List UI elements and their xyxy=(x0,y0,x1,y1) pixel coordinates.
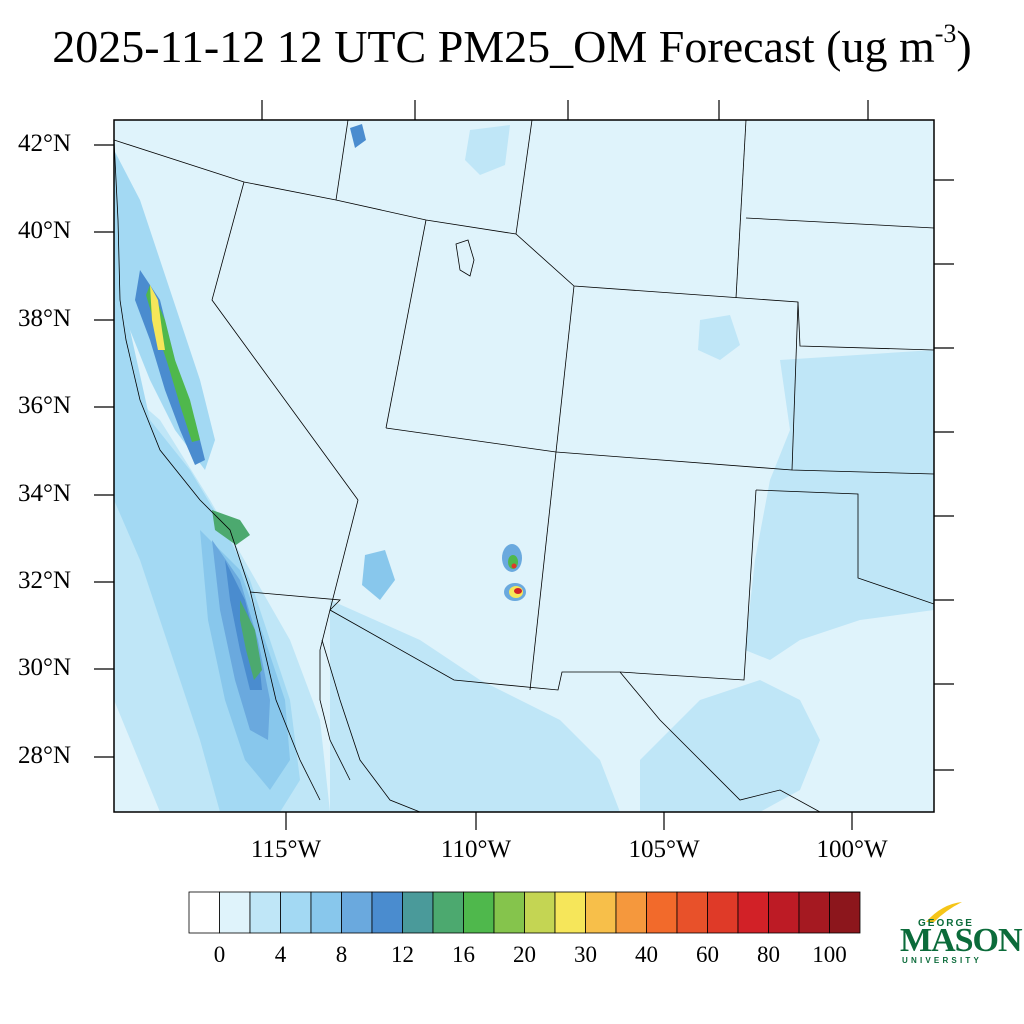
colorbar-swatch xyxy=(432,891,464,934)
lat-label-28: 28°N xyxy=(18,742,72,769)
lon-label-110: 110°W xyxy=(440,836,512,863)
lat-label-40: 40°N xyxy=(18,217,72,244)
colorbar-swatch xyxy=(219,891,251,934)
baja-green-plume xyxy=(240,600,262,680)
lat-label-30: 30°N xyxy=(18,654,72,681)
hotspot-north-core xyxy=(511,563,517,569)
colorbar-tick-label: 30 xyxy=(574,942,597,967)
great-salt-lake xyxy=(455,239,475,277)
colorbar-tick-label: 40 xyxy=(635,942,658,967)
coast-gulf xyxy=(321,639,421,812)
lon-label-100: 100°W xyxy=(816,836,888,863)
lat-label-36: 36°N xyxy=(18,392,72,419)
state-boundaries xyxy=(114,120,934,812)
concentration-field xyxy=(114,120,934,812)
idaho-light-patch xyxy=(465,125,510,175)
map-frame xyxy=(113,119,935,813)
map-title: 2025-11-12 12 UTC PM25_OM Forecast (ug m… xyxy=(0,18,1024,73)
colorbar-tick-label: 8 xyxy=(335,942,348,967)
boundary-nm-tx xyxy=(529,451,557,691)
colorbar-swatch xyxy=(341,891,373,934)
colorbar-swatch xyxy=(463,891,495,934)
boundary-ca-nv xyxy=(211,181,359,501)
boundary-ca-az xyxy=(329,499,620,691)
lat-label-32: 32°N xyxy=(18,567,72,594)
george-mason-logo: GEORGE MASON UNIVERSITY xyxy=(898,900,1023,970)
boundary-us-mexico xyxy=(249,591,341,611)
colorbar-tick-label: 4 xyxy=(274,942,287,967)
arizona-blue-patch xyxy=(362,550,395,600)
colorbar-swatch xyxy=(188,891,220,934)
colorbar-swatch xyxy=(676,891,708,934)
boundary-id-wy xyxy=(335,120,349,201)
boundary-az-nm xyxy=(385,427,934,475)
logo-swoosh-icon xyxy=(926,902,962,922)
title-superscript: -3 xyxy=(934,18,957,48)
socal-green-plume xyxy=(212,510,250,545)
colorbar-swatch xyxy=(280,891,312,934)
colorbar xyxy=(188,891,861,934)
title-close: ) xyxy=(956,21,972,72)
colorbar-tick-label: 12 xyxy=(391,942,414,967)
lat-label-34: 34°N xyxy=(18,480,72,507)
map-ticks xyxy=(94,100,954,830)
coast-gulf-west xyxy=(319,609,351,781)
texas-light-region xyxy=(640,680,820,812)
boundary-wy-ne xyxy=(735,120,747,299)
boundary-nd-sd xyxy=(745,217,934,229)
colorbar-swatch xyxy=(829,891,861,934)
colorbar-swatch xyxy=(646,891,678,934)
northwest-blue-patch xyxy=(350,124,366,148)
lon-label-115: 115°W xyxy=(250,836,322,863)
boundary-ok-panhandle xyxy=(755,489,934,605)
lat-label-42: 42°N xyxy=(18,130,72,157)
colorbar-swatch xyxy=(707,891,739,934)
colorbar-swatch xyxy=(524,891,556,934)
central-valley-yellow xyxy=(150,285,165,350)
boundary-ut-co xyxy=(555,285,575,453)
colorbar-swatch xyxy=(737,891,769,934)
logo-line-university: UNIVERSITY xyxy=(902,956,983,965)
colorbar-swatch xyxy=(768,891,800,934)
colorbar-tick-label: 80 xyxy=(757,942,780,967)
colorbar-tick-label: 60 xyxy=(696,942,719,967)
logo-line-george: GEORGE xyxy=(918,918,974,929)
colorbar-swatch xyxy=(402,891,434,934)
hotspot-south-core xyxy=(514,588,522,594)
colorbar-swatch xyxy=(585,891,617,934)
mexico-light-region xyxy=(330,600,620,812)
colorbar-tick-label: 20 xyxy=(513,942,536,967)
colorbar-swatch xyxy=(310,891,342,934)
boundary-nv-ut xyxy=(385,219,427,429)
boundary-nm-tx-east xyxy=(619,489,757,681)
colorbar-tick-label: 0 xyxy=(213,942,226,967)
colorbar-swatch xyxy=(798,891,830,934)
boundary-co-ks xyxy=(791,301,799,471)
rio-grande xyxy=(619,671,821,812)
colorbar-swatch xyxy=(554,891,586,934)
colorbar-swatch xyxy=(615,891,647,934)
plains-light-region xyxy=(745,350,934,660)
title-main: 2025-11-12 12 UTC PM25_OM Forecast (ug m xyxy=(52,21,935,72)
lon-label-105: 105°W xyxy=(628,836,700,863)
colorbar-swatch xyxy=(371,891,403,934)
california-medium-band xyxy=(114,150,215,470)
boundary-wy-co xyxy=(515,120,533,235)
lat-label-38: 38°N xyxy=(18,305,72,332)
colorbar-tick-label: 16 xyxy=(452,942,475,967)
colorbar-swatch xyxy=(493,891,525,934)
coast-california xyxy=(114,139,321,801)
colorbar-swatch xyxy=(249,891,281,934)
colorbar-tick-label: 100 xyxy=(812,942,847,967)
logo-line-mason: MASON xyxy=(900,922,1023,959)
colorado-light-patch xyxy=(698,315,740,360)
